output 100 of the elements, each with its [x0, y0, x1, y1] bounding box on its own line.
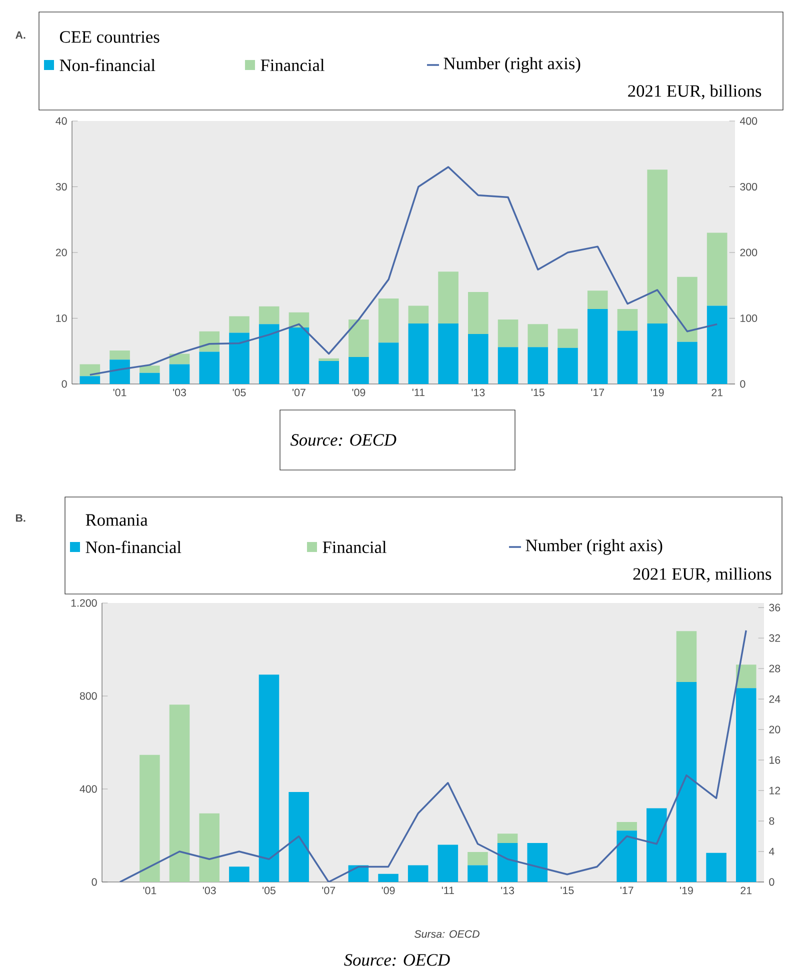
legend-label: Number (right axis)	[444, 57, 580, 73]
y2-tick-label: 28	[769, 664, 780, 672]
bar	[528, 324, 548, 348]
x-tick-label: '15	[531, 388, 544, 396]
x-tick-label: '03	[173, 388, 186, 396]
y2-tick-label: 16	[770, 756, 780, 764]
chart-title: CEE countries	[60, 31, 160, 43]
bar	[258, 674, 280, 882]
y2-tick-label: 12	[770, 786, 780, 794]
chart-title: Romania	[86, 514, 148, 526]
bar	[498, 320, 518, 348]
bar	[587, 309, 608, 384]
y-tick-label: 20	[56, 248, 67, 256]
bar	[378, 342, 399, 384]
bar	[468, 292, 488, 334]
bar	[378, 298, 399, 343]
bar	[438, 324, 458, 384]
bar	[199, 813, 220, 882]
bar	[169, 354, 190, 364]
y2-tick-label: 32	[769, 634, 780, 642]
legend-label: Financial	[322, 540, 386, 554]
bar	[706, 232, 728, 306]
x-tick-label: '05	[232, 388, 246, 396]
y-tick-label: 10	[56, 314, 67, 322]
bar	[438, 272, 458, 324]
chart-subtitle: 2021 EUR, billions	[628, 84, 762, 100]
bar	[348, 320, 369, 358]
y2-tick-label: 20	[769, 726, 780, 734]
bar	[169, 364, 190, 384]
bar	[169, 704, 190, 882]
bar	[378, 874, 398, 882]
y2-tick-label: 200	[740, 248, 758, 256]
x-tick-label: '13	[501, 886, 514, 894]
bar	[199, 331, 220, 352]
bar	[647, 324, 668, 384]
x-tick-label: '09	[352, 388, 366, 396]
bar	[199, 352, 220, 384]
bar	[558, 328, 578, 348]
bar	[468, 865, 488, 882]
bar	[408, 306, 429, 324]
bar	[140, 754, 160, 882]
y2-tick-label: 8	[769, 817, 774, 825]
bar	[736, 688, 756, 882]
bar	[288, 327, 310, 384]
bar	[616, 830, 637, 882]
bar	[258, 324, 280, 384]
bar	[528, 347, 548, 384]
bar	[617, 309, 638, 331]
y-tick-label: 400	[80, 785, 97, 793]
bar	[617, 330, 638, 384]
bar	[408, 865, 428, 882]
x-tick-label: '19	[650, 388, 664, 396]
x-tick-label: '15	[560, 886, 574, 894]
bar	[408, 324, 429, 384]
x-tick-label: '13	[472, 388, 485, 396]
bar	[676, 631, 697, 682]
y-tick-label: 800	[80, 692, 97, 700]
x-tick-label: '19	[680, 886, 693, 894]
bar	[468, 334, 488, 384]
bar	[677, 342, 698, 384]
legend-label: Financial	[260, 58, 324, 72]
text: A.	[16, 31, 26, 39]
bar	[229, 866, 250, 882]
bar	[258, 306, 280, 324]
x-tick-label: '11	[412, 388, 424, 396]
bar	[706, 852, 726, 882]
bar	[110, 350, 130, 360]
bar	[438, 844, 458, 882]
x-tick-label: '07	[292, 388, 306, 396]
bar	[288, 312, 310, 328]
y2-tick-label: 0	[740, 380, 746, 388]
bar	[616, 822, 637, 831]
x-tick-label: '01	[113, 388, 126, 396]
bar	[288, 792, 309, 882]
bar	[80, 376, 100, 384]
bar	[348, 357, 369, 384]
y2-tick-label: 0	[769, 878, 774, 886]
bar	[587, 290, 608, 310]
bar	[229, 316, 250, 333]
line-series	[89, 166, 718, 376]
x-tick-label: '11	[442, 886, 454, 894]
bar	[318, 358, 339, 361]
x-tick-label: '05	[262, 886, 276, 894]
bar	[497, 842, 518, 882]
bar	[676, 682, 697, 882]
text: B.	[16, 514, 26, 522]
legend-label: Non-financial	[86, 540, 182, 554]
bar	[468, 852, 488, 866]
text: Sursa: OECD	[414, 930, 480, 938]
y-tick-label: 0	[62, 380, 67, 388]
x-tick-label: '09	[382, 886, 395, 894]
x-tick-label: 21	[712, 388, 722, 396]
bar	[110, 360, 130, 384]
bar	[318, 360, 339, 384]
y-tick-label: 1.200	[71, 599, 97, 607]
y2-tick-label: 24	[769, 695, 780, 703]
x-tick-label: '17	[591, 388, 604, 396]
bar	[736, 664, 756, 688]
bar	[646, 808, 667, 882]
y2-tick-label: 36	[769, 604, 780, 612]
